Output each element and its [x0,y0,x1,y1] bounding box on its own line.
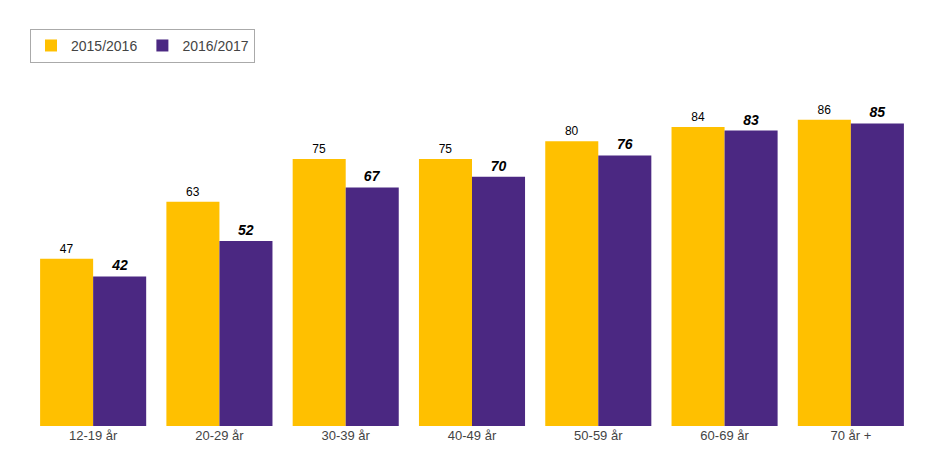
svg-text:80: 80 [565,124,579,138]
svg-text:76: 76 [617,136,633,152]
svg-text:85: 85 [869,104,885,120]
svg-text:20-29 år: 20-29 år [195,428,244,443]
svg-text:2016/2017: 2016/2017 [182,38,248,54]
svg-text:75: 75 [439,142,453,156]
svg-text:63: 63 [186,185,200,199]
svg-text:84: 84 [691,110,705,124]
svg-text:50-59 år: 50-59 år [574,428,623,443]
svg-text:52: 52 [238,222,254,238]
svg-text:12-19 år: 12-19 år [69,428,118,443]
svg-text:83: 83 [743,112,759,128]
svg-text:47: 47 [60,242,74,256]
svg-text:86: 86 [818,103,832,117]
svg-text:40-49 år: 40-49 år [448,428,497,443]
svg-text:30-39 år: 30-39 år [321,428,370,443]
svg-text:2015/2016: 2015/2016 [71,38,137,54]
svg-text:42: 42 [111,257,128,273]
svg-text:70 år +: 70 år + [830,428,871,443]
svg-text:67: 67 [364,168,381,184]
svg-text:70: 70 [491,158,507,174]
svg-text:60-69 år: 60-69 år [700,428,749,443]
svg-text:75: 75 [312,142,326,156]
